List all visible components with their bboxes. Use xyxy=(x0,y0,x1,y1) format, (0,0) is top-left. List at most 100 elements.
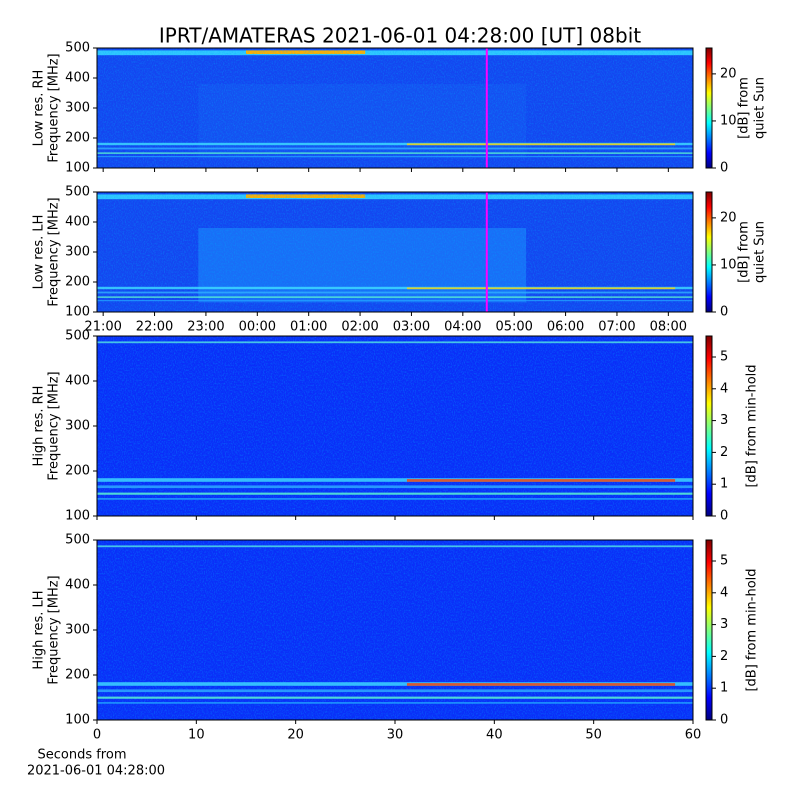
colorbar-label-line: [dB] from min-hold xyxy=(745,364,760,487)
colorbar-tick-label: 3 xyxy=(720,413,728,428)
x-tick-label: 01:00 xyxy=(290,320,327,335)
y-tick-label: 200 xyxy=(65,464,90,479)
spectrogram-band xyxy=(97,498,693,500)
colorbar-label: [dB] from min-hold xyxy=(745,568,760,691)
y-label-line: Low res. RH xyxy=(32,70,47,147)
y-tick-label: 100 xyxy=(65,161,90,176)
x-tick-label: 05:00 xyxy=(495,320,532,335)
colorbar xyxy=(705,47,713,169)
colorbar-tick-label: 0 xyxy=(720,509,728,524)
spectrogram-noise xyxy=(97,540,693,720)
colorbar-tick-label: 20 xyxy=(720,66,737,81)
y-tick-label: 200 xyxy=(65,668,90,683)
y-tick-label: 500 xyxy=(65,329,90,344)
y-label-line: Frequency [MHz] xyxy=(47,53,62,162)
spectrogram-band xyxy=(97,147,693,150)
x-tick-label: 0 xyxy=(93,728,101,743)
colorbar-tick-label: 20 xyxy=(720,210,737,225)
spectrogram-band xyxy=(97,689,693,693)
spectrogram-band xyxy=(97,286,693,290)
colorbar-tick-label: 0 xyxy=(720,713,728,728)
y-tick-label: 400 xyxy=(65,374,90,389)
colorbar xyxy=(705,191,713,313)
colorbar xyxy=(705,539,713,721)
y-tick-label: 400 xyxy=(65,578,90,593)
y-label: Low res. LH Frequency [MHz] xyxy=(32,197,62,306)
colorbar-tick-label: 4 xyxy=(720,585,728,600)
spectrogram-burst xyxy=(406,143,676,146)
y-label-line: Frequency [MHz] xyxy=(47,197,62,306)
spectrogram-noise xyxy=(97,336,693,516)
y-label-line: Frequency [MHz] xyxy=(47,371,62,480)
colorbar-label-line: [dB] from min-hold xyxy=(745,568,760,691)
colorbar-tick-label: 0 xyxy=(720,161,728,176)
spectrogram-burst xyxy=(406,683,676,686)
x-tick-label: 07:00 xyxy=(598,320,635,335)
colorbar-tick-label: 5 xyxy=(720,349,728,364)
y-tick-label: 100 xyxy=(65,305,90,320)
spectrogram-band xyxy=(97,682,693,686)
colorbar-label-line: [dB] from xyxy=(737,221,752,283)
y-label-line: Frequency [MHz] xyxy=(47,575,62,684)
x-tick-label: 03:00 xyxy=(393,320,430,335)
colorbar-label-line: [dB] from xyxy=(737,77,752,139)
colorbar-tick-label: 2 xyxy=(720,649,728,664)
colorbar-tick-label: 2 xyxy=(720,445,728,460)
colorbar-label-line: quiet Sun xyxy=(753,77,768,139)
y-tick-label: 100 xyxy=(65,713,90,728)
spectrogram-burst xyxy=(406,287,676,290)
x-tick-label: 40 xyxy=(486,728,503,743)
spectrogram-band xyxy=(97,296,693,298)
x-tick-label: 08:00 xyxy=(650,320,687,335)
y-tick-label: 300 xyxy=(65,623,90,638)
colorbar-label: [dB] from quiet Sun xyxy=(737,221,768,283)
colorbar-tick-label: 3 xyxy=(720,617,728,632)
spectrogram-band xyxy=(97,300,693,302)
x-tick-label: 20 xyxy=(287,728,304,743)
spectrogram-band xyxy=(97,696,693,699)
spectrogram-band xyxy=(97,341,693,344)
colorbar xyxy=(705,335,713,517)
spectrogram-band xyxy=(97,478,693,482)
y-label: High res. RH Frequency [MHz] xyxy=(32,371,62,480)
y-tick-label: 200 xyxy=(65,131,90,146)
colorbar-tick-label: 10 xyxy=(720,113,737,128)
x-tick-label: 02:00 xyxy=(341,320,378,335)
y-tick-label: 300 xyxy=(65,419,90,434)
spectrogram-band xyxy=(97,291,693,294)
title: IPRT/AMATERAS 2021-06-01 04:28:00 [UT] 0… xyxy=(159,24,641,48)
x-tick-label: 60 xyxy=(685,728,702,743)
x-tick-label: 04:00 xyxy=(444,320,481,335)
x-tick-label: 23:00 xyxy=(187,320,224,335)
y-tick-label: 500 xyxy=(65,185,90,200)
y-label: High res. LH Frequency [MHz] xyxy=(32,575,62,684)
y-tick-label: 300 xyxy=(65,101,90,116)
colorbar-tick-label: 10 xyxy=(720,257,737,272)
spectrogram-noise xyxy=(97,48,693,168)
x-tick-label: 06:00 xyxy=(547,320,584,335)
y-tick-label: 400 xyxy=(65,215,90,230)
x-tick-label: 50 xyxy=(585,728,602,743)
spectrogram-band xyxy=(97,156,693,158)
colorbar-tick-label: 1 xyxy=(720,477,728,492)
colorbar-tick-label: 5 xyxy=(720,553,728,568)
y-label-line: High res. LH xyxy=(32,590,47,669)
spectrogram-band xyxy=(97,152,693,154)
y-tick-label: 500 xyxy=(65,533,90,548)
x-label-line: Seconds from xyxy=(37,748,126,763)
colorbar-tick-label: 1 xyxy=(720,681,728,696)
colorbar-label: [dB] from quiet Sun xyxy=(737,77,768,139)
y-tick-label: 500 xyxy=(65,41,90,56)
spectrogram-noise xyxy=(97,192,693,312)
y-label-line: Low res. LH xyxy=(32,215,47,290)
spectrogram-band xyxy=(97,485,693,489)
x-tick-label: 00:00 xyxy=(239,320,276,335)
x-tick-label: 22:00 xyxy=(136,320,173,335)
y-tick-label: 200 xyxy=(65,275,90,290)
spectrogram-band xyxy=(97,702,693,704)
spectrogram-burst xyxy=(406,479,676,482)
colorbar-label-line: quiet Sun xyxy=(753,221,768,283)
colorbar-label: [dB] from min-hold xyxy=(745,364,760,487)
y-label-line: High res. RH xyxy=(32,386,47,467)
